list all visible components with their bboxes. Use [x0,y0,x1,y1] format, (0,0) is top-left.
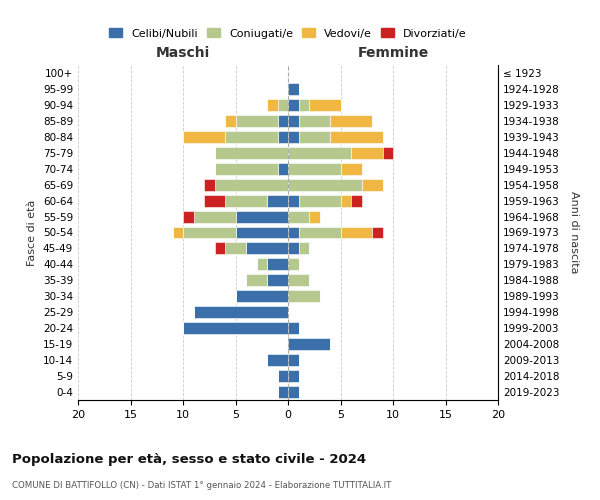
Bar [215,178,288,190]
Bar [235,210,288,222]
Bar [267,194,288,206]
Bar [225,194,267,206]
Bar [277,370,288,382]
Bar [183,210,193,222]
Legend: Celibi/Nubili, Coniugati/e, Vedovi/e, Divorziati/e: Celibi/Nubili, Coniugati/e, Vedovi/e, Di… [105,24,471,43]
Bar [277,131,288,143]
Bar [277,162,288,174]
Bar [235,290,288,302]
Bar [330,115,372,127]
Bar [193,306,288,318]
Bar [330,131,383,143]
Text: COMUNE DI BATTIFOLLO (CN) - Dati ISTAT 1° gennaio 2024 - Elaborazione TUTTITALIA: COMUNE DI BATTIFOLLO (CN) - Dati ISTAT 1… [12,481,391,490]
Bar [225,242,246,254]
Bar [372,226,383,238]
Bar [277,386,288,398]
Bar [383,147,393,158]
Y-axis label: Fasce di età: Fasce di età [28,200,37,266]
Bar [267,258,288,270]
Bar [215,147,288,158]
Bar [351,194,361,206]
Bar [215,242,225,254]
Bar [288,258,299,270]
Bar [299,194,341,206]
Bar [299,226,341,238]
Bar [361,178,383,190]
Bar [288,210,309,222]
Bar [288,274,309,286]
Bar [288,290,320,302]
Text: Popolazione per età, sesso e stato civile - 2024: Popolazione per età, sesso e stato civil… [12,452,366,466]
Bar [288,370,299,382]
Bar [351,147,383,158]
Bar [183,226,235,238]
Bar [246,274,267,286]
Bar [204,194,225,206]
Y-axis label: Anni di nascita: Anni di nascita [569,191,579,274]
Bar [288,354,299,366]
Bar [288,99,299,111]
Bar [309,99,341,111]
Bar [309,210,320,222]
Bar [299,242,309,254]
Bar [225,131,277,143]
Bar [204,178,215,190]
Bar [225,115,235,127]
Bar [288,338,330,350]
Bar [288,322,299,334]
Bar [288,242,299,254]
Bar [288,386,299,398]
Bar [277,99,288,111]
Bar [288,162,341,174]
Text: Maschi: Maschi [156,46,210,60]
Bar [288,131,299,143]
Bar [341,226,372,238]
Bar [267,274,288,286]
Bar [288,178,361,190]
Bar [277,115,288,127]
Bar [246,242,288,254]
Bar [288,147,351,158]
Bar [267,354,288,366]
Bar [299,131,330,143]
Bar [288,194,299,206]
Bar [288,115,299,127]
Bar [299,115,330,127]
Bar [257,258,267,270]
Bar [341,194,351,206]
Bar [299,99,309,111]
Bar [183,322,288,334]
Bar [235,115,277,127]
Bar [183,131,225,143]
Bar [288,83,299,95]
Bar [341,162,361,174]
Bar [173,226,183,238]
Bar [215,162,277,174]
Bar [193,210,235,222]
Bar [235,226,288,238]
Text: Femmine: Femmine [358,46,428,60]
Bar [288,226,299,238]
Bar [267,99,277,111]
